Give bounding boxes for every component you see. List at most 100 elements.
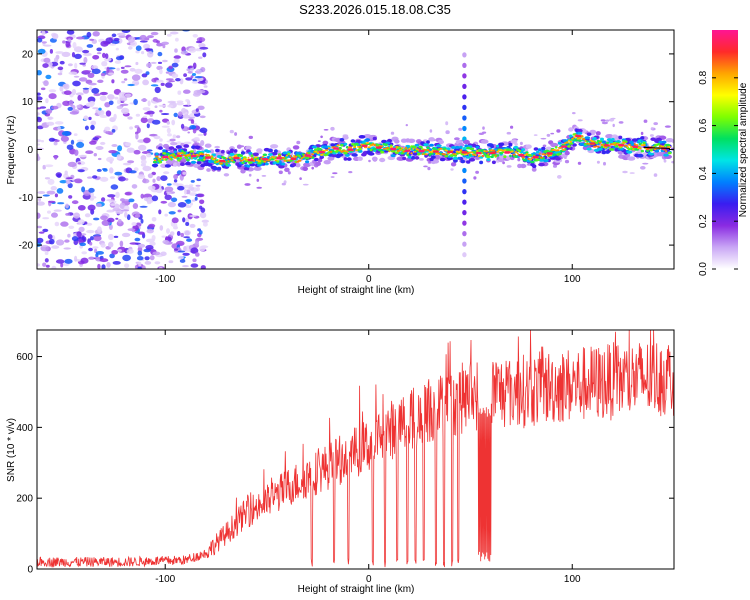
- noise-blob: [38, 231, 45, 234]
- ridge-blob: [269, 157, 272, 160]
- ridge-blob: [410, 156, 416, 160]
- ridge-blob: [606, 138, 612, 142]
- ridge-blob: [179, 156, 183, 160]
- noise-blob: [117, 249, 122, 252]
- noise-blob: [45, 108, 53, 114]
- x-tick-label: 0: [366, 274, 372, 285]
- ridge-blob: [177, 159, 181, 162]
- ridge-blob: [538, 158, 545, 162]
- noise-blob: [43, 44, 52, 47]
- noise-blob: [171, 62, 179, 68]
- ridge-blob: [367, 152, 375, 156]
- ridge-blob: [611, 137, 615, 141]
- colorbar-tick-label: 0.0: [698, 262, 709, 276]
- noise-blob: [169, 231, 175, 236]
- ridge-blob: [608, 140, 614, 144]
- noise-blob: [653, 173, 658, 177]
- ridge-blob: [364, 138, 371, 142]
- ridge-peak: [233, 156, 240, 160]
- noise-blob: [74, 149, 79, 156]
- noise-blob: [79, 242, 86, 247]
- noise-blob: [557, 175, 562, 179]
- noise-blob: [44, 177, 51, 180]
- noise-blob: [122, 254, 131, 262]
- noise-blob: [167, 133, 172, 137]
- ridge-blob: [592, 137, 597, 140]
- noise-blob: [76, 104, 81, 109]
- ridge-blob: [544, 149, 550, 153]
- ridge-blob: [162, 152, 167, 155]
- noise-blob: [89, 241, 93, 246]
- noise-blob: [187, 131, 190, 134]
- noise-blob: [80, 257, 89, 264]
- ridge-blob: [164, 164, 171, 168]
- noise-blob: [113, 37, 120, 42]
- ridge-blob: [556, 149, 560, 152]
- noise-blob: [181, 195, 188, 198]
- ridge-peak: [375, 146, 382, 149]
- noise-blob: [89, 140, 97, 145]
- ridge-blob: [303, 162, 312, 167]
- noise-blob: [55, 51, 64, 54]
- ridge-blob: [311, 145, 318, 149]
- noise-blob: [475, 170, 479, 174]
- noise-blob: [69, 111, 79, 115]
- ridge-blob: [316, 152, 320, 155]
- noise-blob: [114, 96, 119, 100]
- ridge-blob: [428, 137, 435, 142]
- noise-blob: [596, 160, 600, 164]
- ridge-peak: [247, 158, 254, 162]
- ridge-blob: [232, 160, 236, 164]
- ridge-peak: [561, 145, 568, 148]
- noise-blob: [134, 68, 143, 74]
- ridge-peak: [632, 145, 639, 148]
- noise-blob: [37, 37, 43, 43]
- ridge-blob: [367, 146, 371, 149]
- noise-blob: [126, 248, 134, 254]
- noise-blob: [138, 144, 147, 151]
- ridge-blob: [302, 156, 305, 159]
- colorbar-label: Normalized spectral amplitude: [738, 82, 749, 217]
- noise-blob: [45, 98, 49, 104]
- ridge-blob: [564, 142, 567, 145]
- noise-blob: [54, 193, 59, 198]
- noise-blob: [510, 125, 514, 129]
- ridge-blob: [588, 142, 591, 145]
- ridge-blob: [242, 159, 244, 161]
- ridge-blob: [437, 152, 441, 155]
- noise-blob: [67, 161, 77, 167]
- ridge-blob: [326, 149, 329, 152]
- noise-blob: [120, 103, 129, 107]
- noise-blob: [170, 142, 178, 146]
- ridge-blob: [300, 157, 303, 160]
- noise-blob: [92, 55, 100, 60]
- ridge-blob: [450, 146, 457, 149]
- noise-blob: [142, 107, 151, 111]
- noise-blob: [37, 201, 45, 206]
- ridge-blob: [317, 158, 323, 163]
- ridge-blob: [230, 148, 234, 153]
- noise-blob: [167, 100, 177, 104]
- noise-blob: [97, 109, 105, 116]
- noise-blob: [60, 135, 69, 142]
- column-blob: [462, 62, 467, 68]
- noise-blob: [89, 38, 94, 41]
- ridge-blob: [413, 150, 417, 153]
- ridge-blob: [567, 139, 571, 142]
- ridge-blob: [287, 159, 291, 162]
- ridge-blob: [407, 138, 416, 143]
- ridge-blob: [466, 160, 471, 164]
- ridge-blob: [313, 150, 316, 153]
- noise-blob: [131, 74, 141, 81]
- ridge-blob: [395, 145, 399, 148]
- noise-blob: [68, 195, 73, 199]
- snr-x-label: Height of straight line (km): [298, 584, 415, 595]
- ridge-blob: [637, 153, 644, 158]
- ridge-blob: [521, 148, 526, 152]
- ridge-blob: [270, 144, 279, 149]
- ridge-blob: [426, 149, 430, 151]
- noise-blob: [44, 251, 49, 256]
- noise-blob: [146, 149, 153, 152]
- ridge-blob: [250, 154, 254, 157]
- ridge-blob: [278, 154, 282, 157]
